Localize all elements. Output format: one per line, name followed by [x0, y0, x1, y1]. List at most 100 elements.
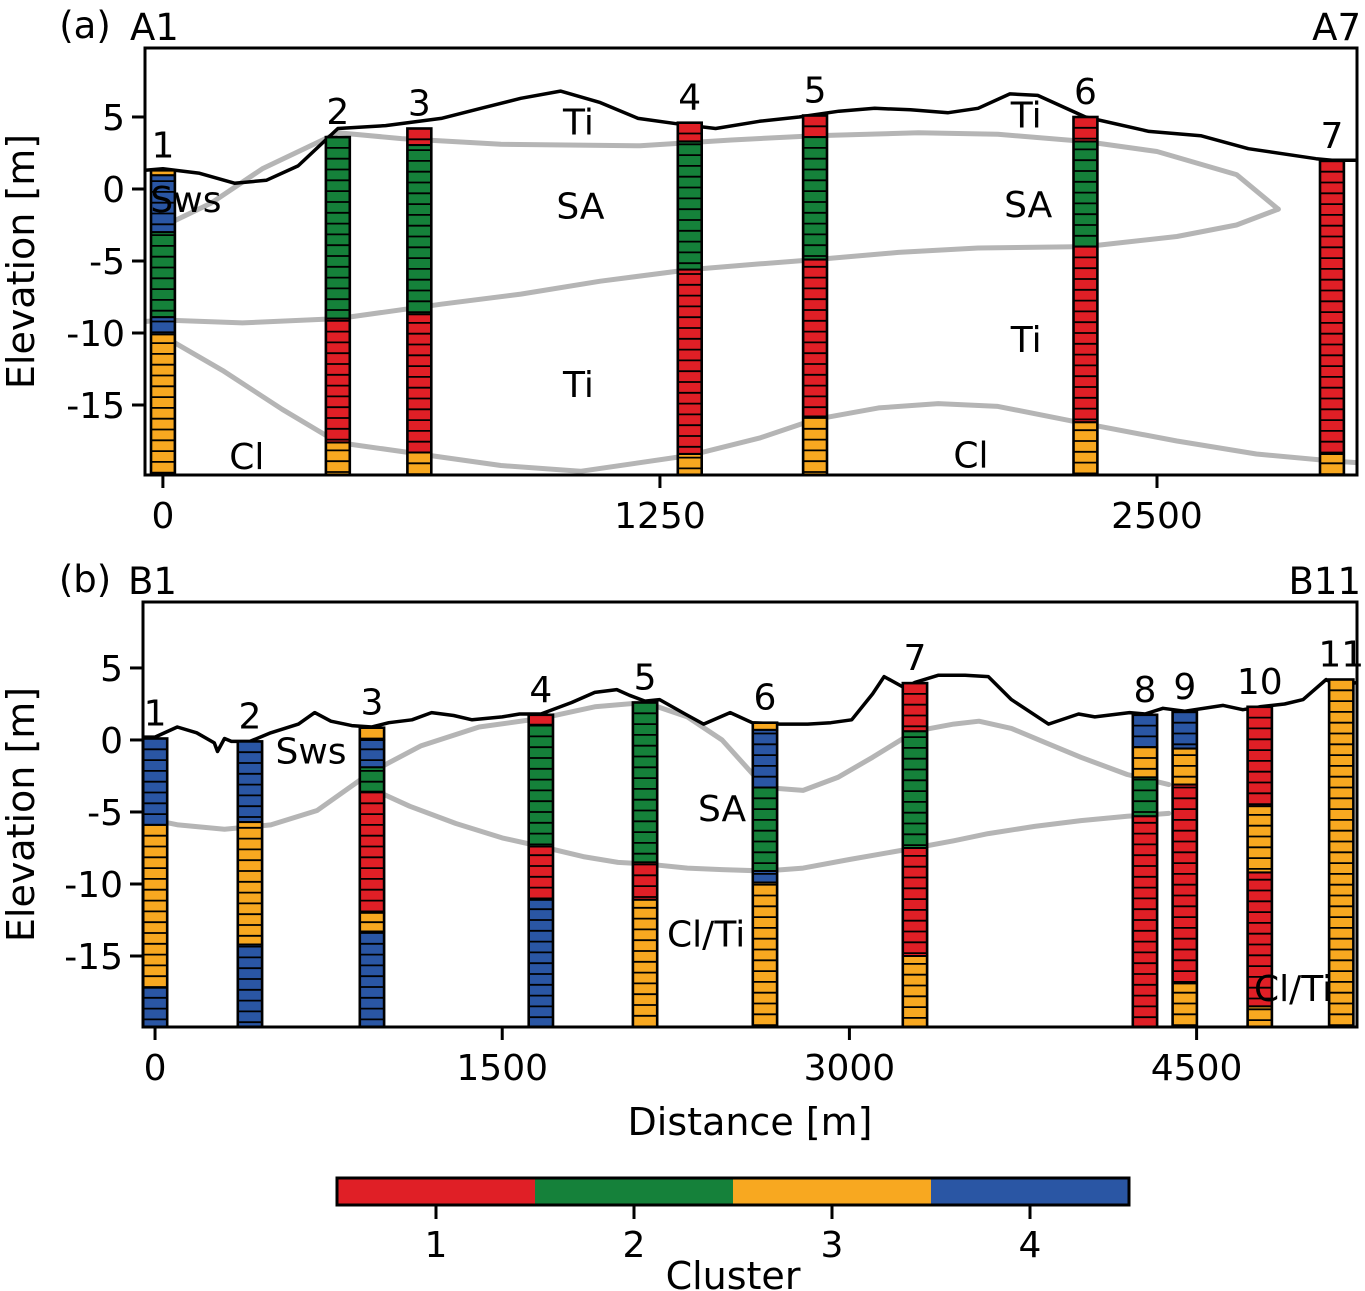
- borehole-segment-cluster-1: [676, 121, 703, 143]
- panel-b-boundary-line-2: [369, 786, 1172, 874]
- colorbar-tick-label-3: 3: [821, 1225, 844, 1266]
- panel-a-corner-left-label: A1: [130, 6, 179, 49]
- panel-a-borehole-5: [801, 114, 829, 475]
- borehole-segment-cluster-1: [406, 313, 433, 454]
- borehole-segment-cluster-2: [1072, 140, 1099, 248]
- panel-b-borehole-7: [901, 681, 929, 1027]
- panel-a-region-label-sws: Sws: [150, 180, 221, 221]
- panel-b-borehole-11: [1327, 678, 1355, 1027]
- colorbar-tick-label-1: 1: [425, 1225, 448, 1266]
- borehole-segment-cluster-3: [1131, 746, 1159, 779]
- panel-a-boundary-line-2: [145, 206, 1281, 326]
- borehole-segment-cluster-1: [1246, 705, 1273, 808]
- panel-a-y-axis-title: Elevation [m]: [0, 134, 43, 389]
- borehole-outline: [751, 721, 779, 1027]
- borehole-segment-cluster-1: [901, 682, 929, 733]
- panel-b-region-label-sws: Sws: [276, 731, 347, 772]
- colorbar-title: Cluster: [666, 1254, 801, 1291]
- panel-a-borehole-label-2: 2: [326, 92, 349, 133]
- panel-b-borehole-label-5: 5: [634, 658, 657, 699]
- borehole-segment-cluster-2: [631, 701, 659, 864]
- panel-a-y-tick-label: 0: [102, 170, 125, 211]
- panel-a-corner-right-label: A7: [1312, 6, 1361, 49]
- panel-b-borehole-4: [527, 713, 555, 1027]
- panel-b-corner-right-label: B11: [1289, 560, 1361, 603]
- borehole-segment-cluster-4: [143, 986, 169, 1027]
- panel-a-x-tick-label: 1250: [614, 496, 706, 537]
- borehole-segment-cluster-1: [1131, 815, 1159, 1027]
- borehole-segment-cluster-4: [751, 728, 779, 789]
- borehole-segment-cluster-4: [358, 739, 386, 769]
- panel-b-x-tick-label: 4500: [1151, 1048, 1243, 1089]
- panel-b-x-axis-title: Distance [m]: [628, 1100, 873, 1144]
- panel-a-borehole-label-1: 1: [151, 125, 174, 166]
- borehole-segment-cluster-1: [802, 258, 828, 418]
- panel-a-borehole-4: [676, 121, 703, 475]
- panel-b-borehole-6: [751, 721, 779, 1027]
- panel-a-borehole-1: [149, 169, 177, 475]
- panel-b-borehole-label-2: 2: [238, 696, 261, 737]
- borehole-segment-cluster-1: [527, 713, 555, 726]
- panel-b-borehole-9: [1171, 710, 1199, 1027]
- panel-a-region-label-sa: SA: [1004, 185, 1053, 226]
- borehole-segment-cluster-3: [802, 415, 828, 475]
- panel-b-borehole-3: [358, 726, 386, 1027]
- borehole-segment-cluster-4: [1131, 713, 1159, 749]
- panel-b-corner-left-label: B1: [128, 560, 177, 603]
- borehole-segment-cluster-1: [406, 127, 433, 147]
- panel-b-borehole-label-10: 10: [1237, 662, 1283, 703]
- panel-b-region-label-cl-ti: Cl/Ti: [667, 914, 745, 955]
- borehole-outline: [631, 701, 659, 1027]
- panel-b-x-tick-label: 3000: [804, 1048, 896, 1089]
- borehole-segment-cluster-3: [1171, 982, 1198, 1027]
- panel-b-borehole-label-9: 9: [1173, 667, 1196, 708]
- borehole-segment-cluster-1: [324, 317, 351, 444]
- borehole-outline: [1318, 159, 1346, 475]
- borehole-segment-cluster-2: [676, 140, 703, 271]
- panel-b-y-tick-label: -15: [64, 937, 123, 978]
- panel-a-region-label-ti: Ti: [562, 365, 594, 406]
- borehole-segment-cluster-1: [358, 790, 386, 914]
- borehole-segment-cluster-2: [406, 144, 433, 316]
- panel-b-boundary-line-1: [143, 700, 1172, 832]
- panel-b-region-label-cl-ti: Cl/Ti: [1254, 969, 1332, 1010]
- borehole-segment-cluster-4: [751, 870, 779, 884]
- borehole-segment-cluster-1: [1072, 245, 1099, 424]
- panel-a-boundary-line-1: [160, 130, 1281, 229]
- panel-b-y-tick-label: 0: [100, 721, 123, 762]
- panel-a-y-tick-label: -10: [66, 314, 125, 355]
- borehole-outline: [801, 114, 829, 475]
- colorbar-border: [335, 1176, 1131, 1207]
- borehole-outline: [1072, 115, 1099, 475]
- borehole-segment-cluster-3: [1319, 453, 1345, 475]
- panel-a-borehole-label-6: 6: [1074, 72, 1097, 113]
- panel-a-surface-line: [145, 89, 1357, 185]
- borehole-outline: [1171, 710, 1199, 1027]
- colorbar-tick-label-4: 4: [1019, 1225, 1042, 1266]
- panel-b-letter: (b): [59, 558, 111, 601]
- panel-b-borehole-label-3: 3: [360, 683, 383, 724]
- panel-b-borehole-2: [236, 740, 264, 1027]
- panel-a-y-tick-label: 5: [102, 98, 125, 139]
- panel-b-y-axis-title: Elevation [m]: [0, 687, 43, 942]
- borehole-segment-cluster-1: [631, 861, 659, 901]
- colorbar-segment-2: [535, 1178, 733, 1205]
- panel-a-borehole-7: [1318, 159, 1346, 475]
- borehole-segment-cluster-3: [1246, 805, 1273, 874]
- panel-b-x-tick-label: 0: [144, 1048, 167, 1089]
- borehole-segment-cluster-2: [751, 786, 779, 872]
- borehole-outline: [1131, 713, 1159, 1027]
- borehole-segment-cluster-3: [150, 333, 176, 475]
- panel-a-region-label-cl: Cl: [953, 435, 988, 476]
- borehole-outline: [527, 713, 555, 1027]
- borehole-segment-cluster-3: [1328, 678, 1355, 1027]
- borehole-segment-cluster-3: [143, 823, 169, 989]
- panel-b-border: [141, 600, 1359, 1029]
- panel-a-region-label-ti: Ti: [1010, 96, 1042, 137]
- panel-a-y-tick-label: -15: [66, 386, 125, 427]
- panel-b-borehole-label-1: 1: [144, 694, 167, 735]
- panel-b-borehole-8: [1131, 713, 1159, 1027]
- panel-b-borehole-10: [1246, 705, 1274, 1027]
